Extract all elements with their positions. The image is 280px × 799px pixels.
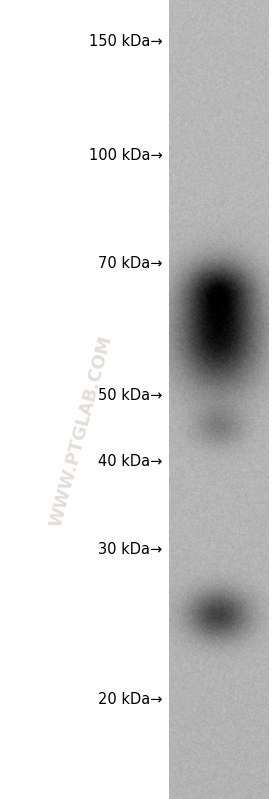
Text: 150 kDa→: 150 kDa→ <box>89 34 162 49</box>
Text: 20 kDa→: 20 kDa→ <box>98 692 162 706</box>
Text: 30 kDa→: 30 kDa→ <box>98 543 162 557</box>
Text: 50 kDa→: 50 kDa→ <box>98 388 162 403</box>
Text: 40 kDa→: 40 kDa→ <box>98 455 162 469</box>
Text: 100 kDa→: 100 kDa→ <box>89 149 162 163</box>
Text: 70 kDa→: 70 kDa→ <box>98 256 162 271</box>
Text: WWW.PTGLAB.COM: WWW.PTGLAB.COM <box>47 334 115 529</box>
